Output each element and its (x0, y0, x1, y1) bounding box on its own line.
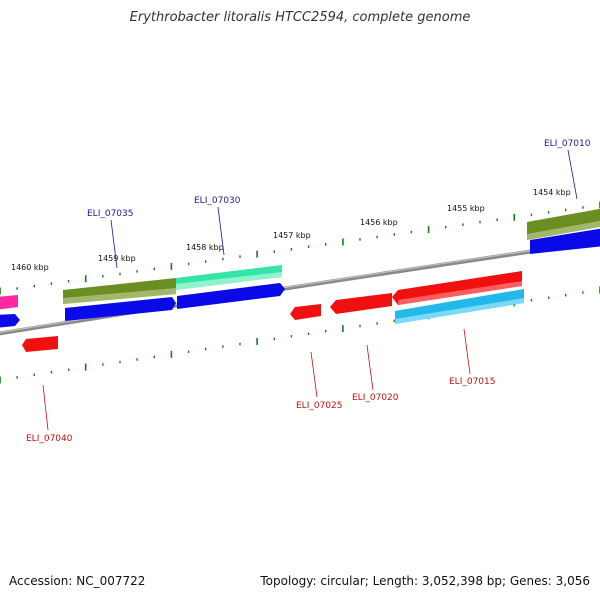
leader-07035 (110, 219, 118, 269)
leader-07010 (567, 149, 578, 200)
genome-backbone (0, 239, 600, 336)
leader-07015 (463, 328, 471, 375)
gene-arrow-blue-1[interactable] (65, 297, 176, 321)
accession-text: Accession: NC_007722 (9, 574, 146, 588)
gene-arrow-blue-2[interactable] (177, 283, 285, 309)
gene-arrow-pink-left-edge[interactable] (0, 295, 18, 310)
leader-07040 (42, 384, 49, 431)
gene-block-olive-right-shade (527, 220, 600, 240)
tick-label-1457: 1457 kbp (273, 231, 311, 240)
gene-label-07015[interactable]: ELI_07015 (449, 377, 496, 387)
tick-label-1455: 1455 kbp (447, 204, 485, 213)
tick-label-1460: 1460 kbp (11, 263, 49, 272)
leader-07025 (310, 351, 318, 398)
leader-07030 (217, 206, 225, 256)
gene-arrow-blue-right[interactable] (530, 228, 600, 254)
gene-label-07040[interactable]: ELI_07040 (26, 434, 73, 444)
leader-07020 (366, 344, 374, 391)
gene-label-07030[interactable]: ELI_07030 (194, 196, 241, 206)
tick-label-1456: 1456 kbp (360, 218, 398, 227)
gene-arrow-red-07040[interactable] (22, 336, 58, 352)
gene-arrow-red-07025[interactable] (290, 304, 321, 320)
gene-label-07020[interactable]: ELI_07020 (352, 393, 399, 403)
tick-label-1459: 1459 kbp (98, 254, 136, 263)
gene-arrow-red-07015-shade (398, 281, 522, 305)
tick-label-1458: 1458 kbp (186, 243, 224, 252)
gene-label-07025[interactable]: ELI_07025 (296, 401, 343, 411)
gene-label-07035[interactable]: ELI_07035 (87, 209, 134, 219)
gene-arrow-red-07020[interactable] (330, 293, 392, 314)
gene-label-07010[interactable]: ELI_07010 (544, 139, 591, 149)
outer-tick-ring (0, 201, 600, 295)
map-title: Erythrobacter litoralis HTCC2594, comple… (129, 10, 471, 25)
gene-arrow-blue-left-edge[interactable] (0, 314, 20, 328)
gene-block-teal-shade (176, 272, 282, 290)
genome-summary-text: Topology: circular; Length: 3,052,398 bp… (260, 574, 590, 588)
gene-block-olive-left-shade (63, 288, 176, 304)
gene-arrow-cyan-shade (395, 298, 524, 324)
genome-backbone-highlight (0, 239, 600, 333)
tick-label-1454: 1454 kbp (533, 188, 571, 197)
